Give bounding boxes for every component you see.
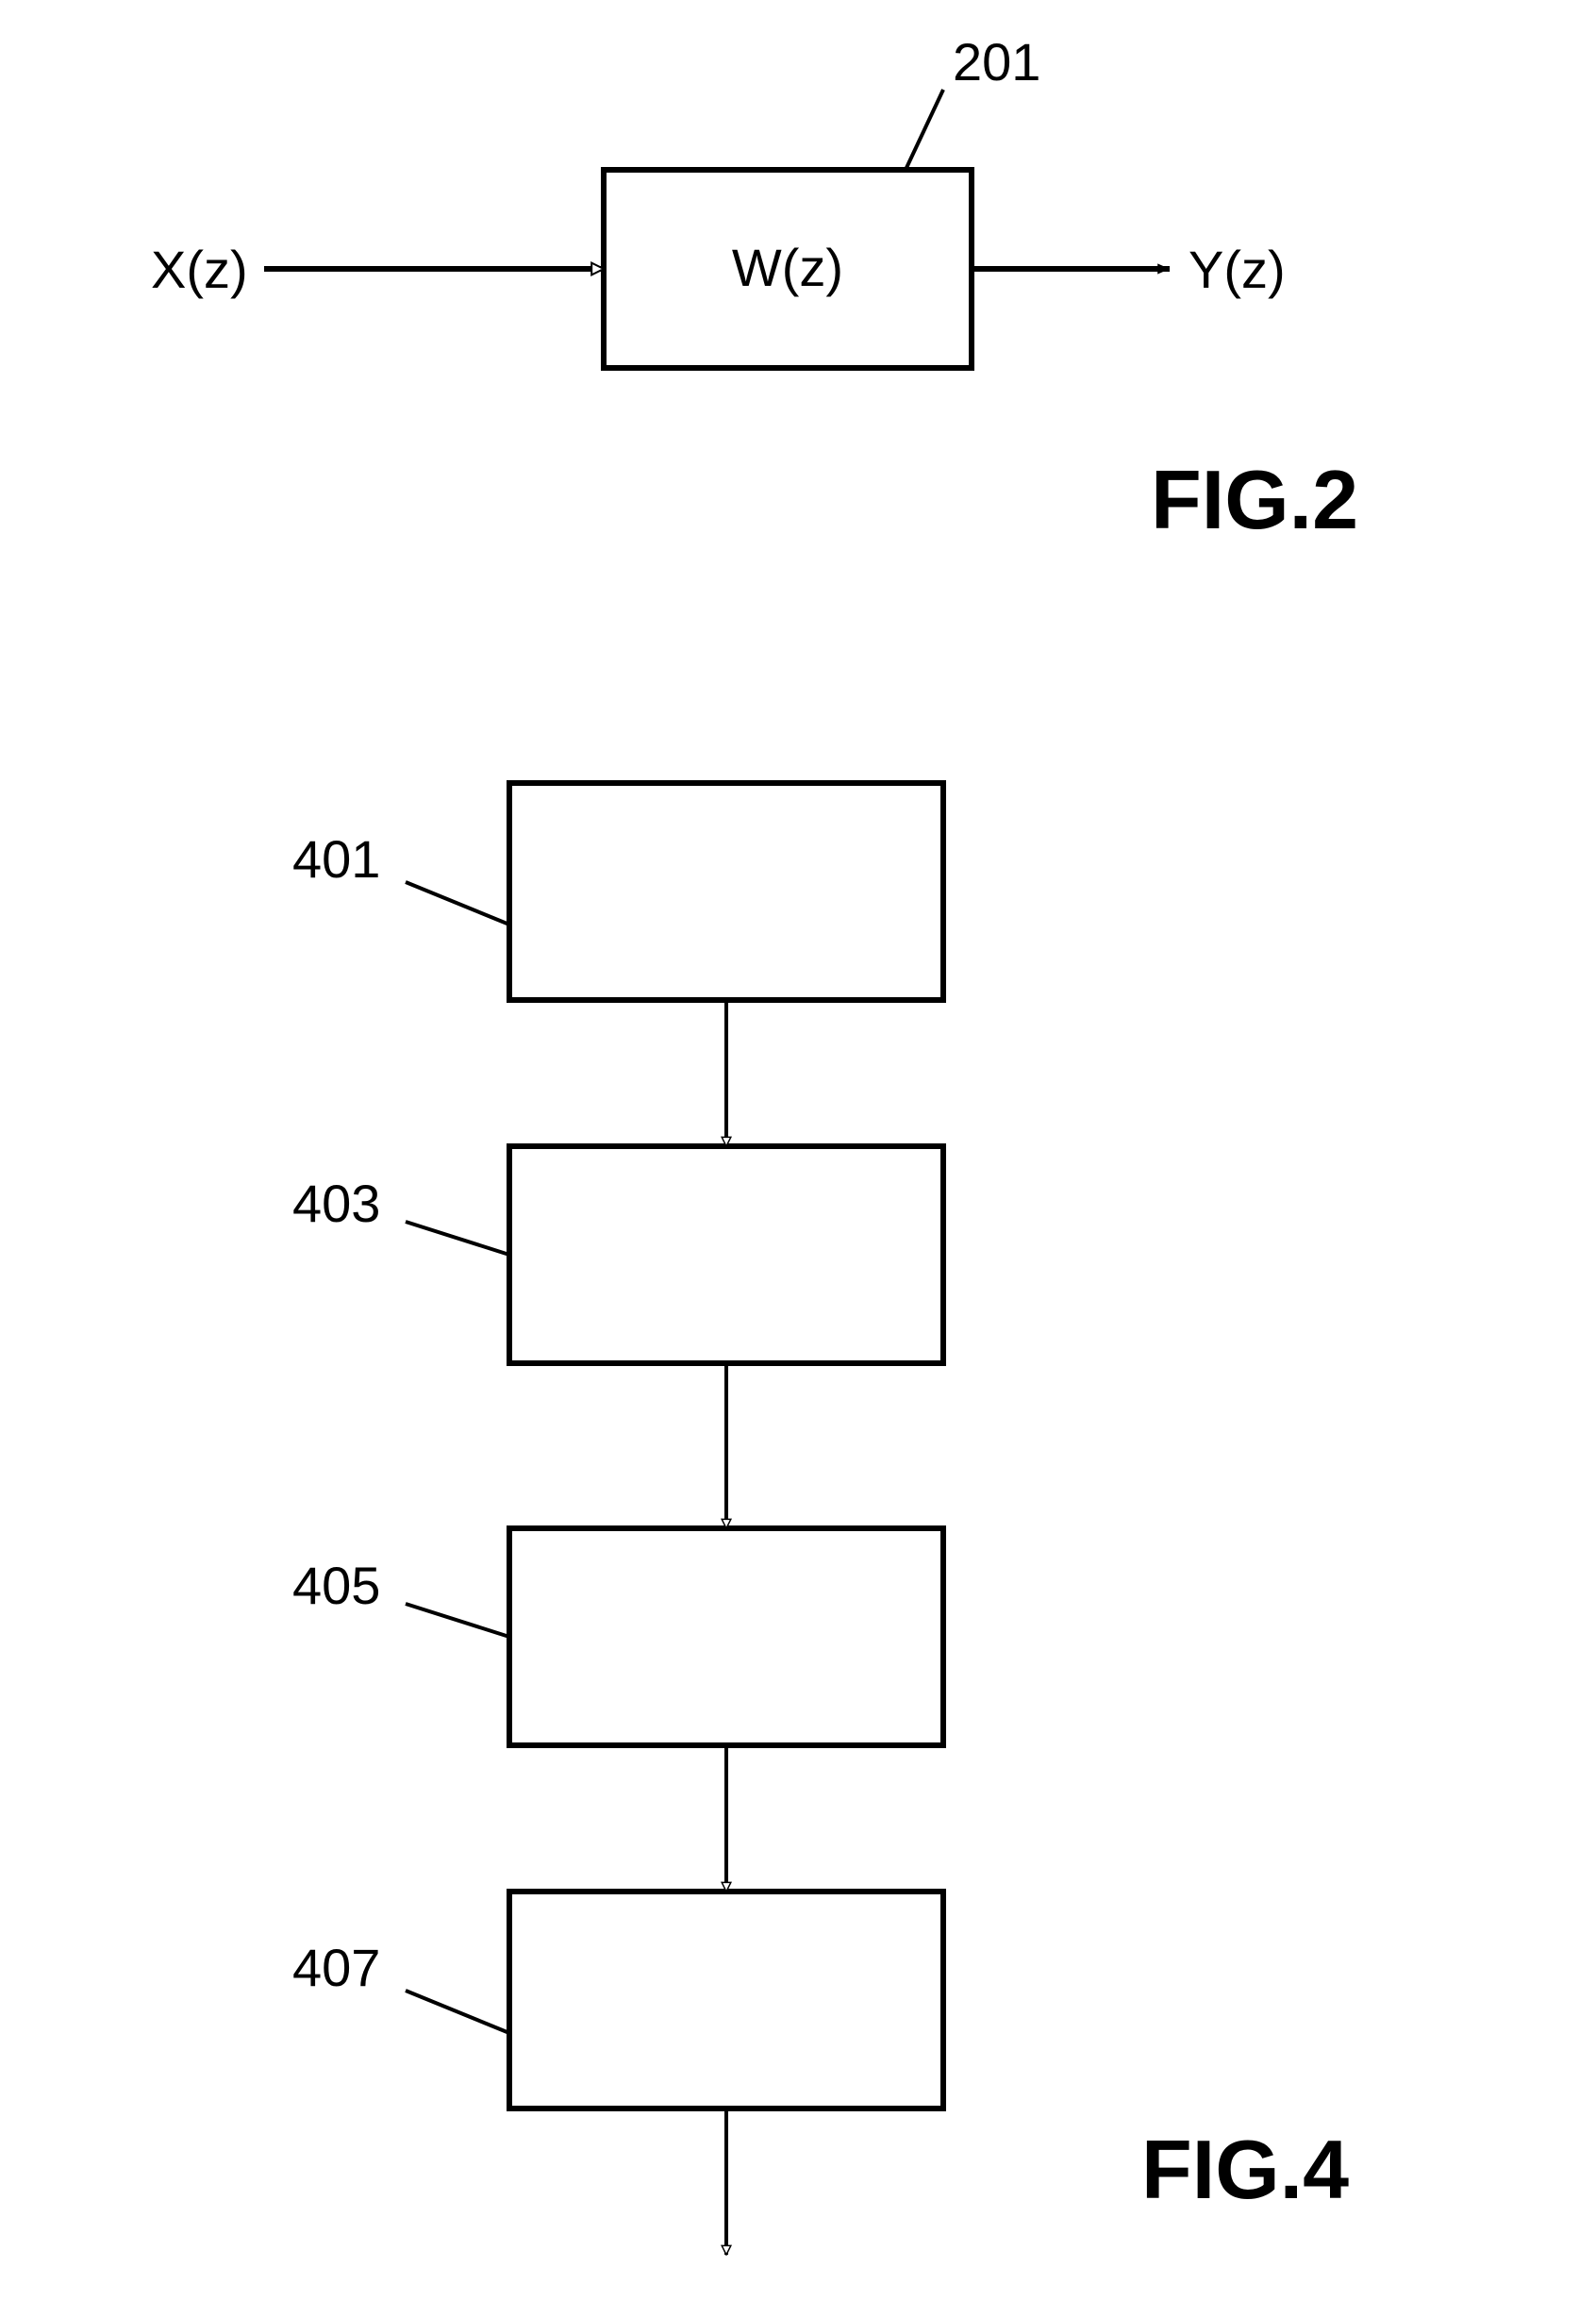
fig4-box-407 <box>509 1892 943 2109</box>
fig4-box-403 <box>509 1146 943 1363</box>
fig4-box-401 <box>509 783 943 1000</box>
fig4-leader-405 <box>406 1604 509 1637</box>
fig4-leader-407 <box>406 1991 509 2033</box>
fig4-ref-405: 405 <box>292 1556 380 1615</box>
fig4-caption: FIG.4 <box>1141 2123 1349 2216</box>
fig4-box-405 <box>509 1528 943 1745</box>
fig4-ref-407: 407 <box>292 1938 380 1997</box>
fig4-ref-403: 403 <box>292 1174 380 1233</box>
fig2-input-label: X(z) <box>151 240 248 299</box>
fig4-leader-401 <box>406 882 509 925</box>
fig2-caption: FIG.2 <box>1151 453 1358 546</box>
fig4-leader-403 <box>406 1222 509 1255</box>
fig2-output-label: Y(z) <box>1189 240 1286 299</box>
fig2-block-label: W(z) <box>732 238 843 297</box>
fig4-ref-401: 401 <box>292 829 380 889</box>
fig2-ref-label: 201 <box>953 32 1040 92</box>
fig2-ref-leader <box>906 90 943 170</box>
